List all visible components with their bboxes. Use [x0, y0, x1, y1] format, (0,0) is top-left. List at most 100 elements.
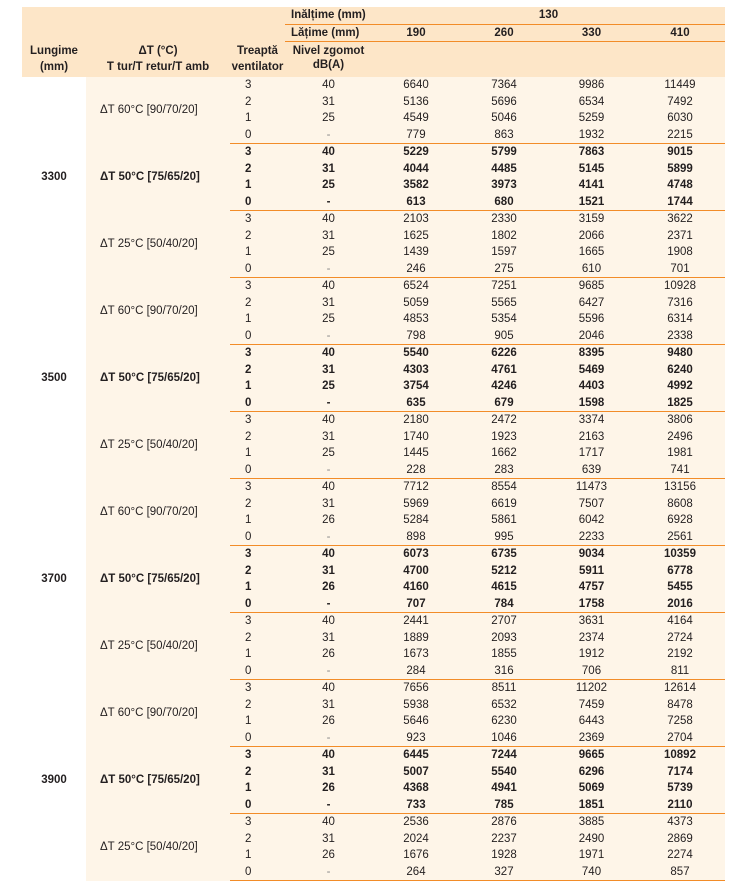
val-190-cell: 4549	[372, 110, 460, 127]
treapta-cell: 1	[230, 512, 285, 529]
val-330-cell: 1598	[548, 394, 635, 412]
val-410-cell: 10928	[635, 277, 725, 295]
treapta-cell: 2	[230, 93, 285, 110]
val-410-cell: 10892	[635, 746, 725, 764]
val-190-cell: 4368	[372, 780, 460, 797]
table-row: 2 31 4303 4761 5469 6240	[22, 361, 725, 378]
val-260-cell: 6735	[460, 545, 548, 563]
nivel-cell: -	[285, 796, 372, 814]
val-410-cell: 7492	[635, 93, 725, 110]
val-260-cell: 2237	[460, 830, 548, 847]
treapta-cell: 0	[230, 327, 285, 345]
val-410-cell: 2869	[635, 830, 725, 847]
table-row: 1 26 1676 1928 1971 2274	[22, 847, 725, 864]
val-410-cell: 5739	[635, 780, 725, 797]
table-row: 0-733 785 1851 2110	[22, 796, 725, 814]
nivel-cell: 31	[285, 696, 372, 713]
table-row: ΔT 25°C [50/40/20] 3 40 2180 2472 3374 3806	[22, 411, 725, 479]
header-nivel-line2: dB(A)	[312, 59, 345, 71]
val-260-cell: 3973	[460, 177, 548, 194]
val-410-cell: 2274	[635, 847, 725, 864]
table-row: 0-613 680 1521 1744	[22, 193, 725, 211]
val-330-cell: 8395	[548, 344, 635, 362]
val-410-cell: 2496	[635, 428, 725, 445]
table-row: 1 26 5284 5861 6042 6928	[22, 512, 725, 529]
delta-t-cell: ΔT 50°C [75/65/20]	[86, 545, 230, 613]
val-410-cell: 4992	[635, 378, 725, 395]
val-330-cell: 1971	[548, 847, 635, 864]
treapta-cell: 3	[230, 612, 285, 630]
val-330-cell: 6534	[548, 93, 635, 110]
table-row: 0-246 275 610 701	[22, 260, 725, 278]
val-330-cell: 6042	[548, 512, 635, 529]
treapta-cell: 2	[230, 361, 285, 378]
val-260-cell: 1662	[460, 445, 548, 462]
nivel-cell: 26	[285, 713, 372, 730]
treapta-cell: 2	[230, 294, 285, 311]
nivel-cell: 25	[285, 378, 372, 395]
table-row: 3900 ΔT 60°C [90/70/20] 3 40 7656 8511 11202 12…	[22, 679, 725, 881]
treapta-cell: 0	[230, 461, 285, 479]
val-330-cell: 4757	[548, 579, 635, 596]
treapta-cell: 2	[230, 160, 285, 177]
val-190-cell: 5938	[372, 696, 460, 713]
treapta-cell: 2	[230, 562, 285, 579]
val-260-cell: 5861	[460, 512, 548, 529]
val-260-cell: 6532	[460, 696, 548, 713]
val-190-cell: 246	[372, 260, 460, 278]
header-latime-330: 330	[548, 24, 635, 42]
val-260-cell: 5212	[460, 562, 548, 579]
treapta-cell: 0	[230, 796, 285, 814]
nivel-cell: 31	[285, 830, 372, 847]
table-row: ΔT 25°C [50/40/20] 3 40 2536 2876 3885 4373	[22, 813, 725, 881]
treapta-cell: 0	[230, 662, 285, 680]
table-row: 1 26 1673 1855 1912 2192	[22, 646, 725, 663]
length-cell: 3500	[22, 277, 86, 479]
table-row: 0-898 995 2233 2561	[22, 528, 725, 546]
treapta-cell: 1	[230, 579, 285, 596]
delta-t-cell: ΔT 25°C [50/40/20]	[86, 813, 230, 881]
val-330-cell: 2369	[548, 729, 635, 747]
heat-output-table: Lungime (mm) ΔT (°C) T tur/T retur/T amb…	[22, 7, 725, 881]
val-260-cell: 1046	[460, 729, 548, 747]
val-190-cell: 3754	[372, 378, 460, 395]
nivel-cell: 26	[285, 646, 372, 663]
header-treapta: Treaptă ventilator	[230, 7, 285, 77]
val-330-cell: 7863	[548, 143, 635, 161]
treapta-cell: 2	[230, 227, 285, 244]
table-row: 2 31 4044 4485 5145 5899	[22, 160, 725, 177]
val-410-cell: 4164	[635, 612, 725, 630]
val-410-cell: 7316	[635, 294, 725, 311]
length-cell: 3700	[22, 478, 86, 680]
treapta-cell: 0	[230, 126, 285, 144]
val-330-cell: 2490	[548, 830, 635, 847]
table-row: 1 25 1445 1662 1717 1981	[22, 445, 725, 462]
treapta-cell: 2	[230, 763, 285, 780]
table-row: ΔT 25°C [50/40/20] 3 40 2441 2707 3631 4164	[22, 612, 725, 680]
val-190-cell: 5059	[372, 294, 460, 311]
nivel-cell: 31	[285, 763, 372, 780]
delta-t-cell: ΔT 60°C [90/70/20]	[86, 277, 230, 345]
header-delta-t-line1: ΔT (°C)	[138, 45, 178, 57]
val-260-cell: 5799	[460, 143, 548, 161]
val-190-cell: 5540	[372, 344, 460, 362]
val-330-cell: 5469	[548, 361, 635, 378]
nivel-cell: -	[285, 863, 372, 881]
nivel-cell: 31	[285, 294, 372, 311]
val-190-cell: 923	[372, 729, 460, 747]
table-row: 0-779 863 1932 2215	[22, 126, 725, 144]
table-row: 0-798 905 2046 2338	[22, 327, 725, 345]
table-row: ΔT 50°C [75/65/20] 3 40 6445 7244 9665 10892	[22, 746, 725, 814]
val-410-cell: 3622	[635, 210, 725, 228]
delta-t-cell: ΔT 25°C [50/40/20]	[86, 612, 230, 680]
treapta-cell: 3	[230, 210, 285, 228]
val-410-cell: 2371	[635, 227, 725, 244]
nivel-cell: -	[285, 126, 372, 144]
val-190-cell: 613	[372, 193, 460, 211]
treapta-cell: 2	[230, 629, 285, 646]
table-header: Lungime (mm) ΔT (°C) T tur/T retur/T amb…	[22, 7, 725, 77]
val-330-cell: 5911	[548, 562, 635, 579]
val-410-cell: 2215	[635, 126, 725, 144]
treapta-cell: 3	[230, 679, 285, 697]
header-nivel-line1: Nivel zgomot	[292, 45, 365, 57]
